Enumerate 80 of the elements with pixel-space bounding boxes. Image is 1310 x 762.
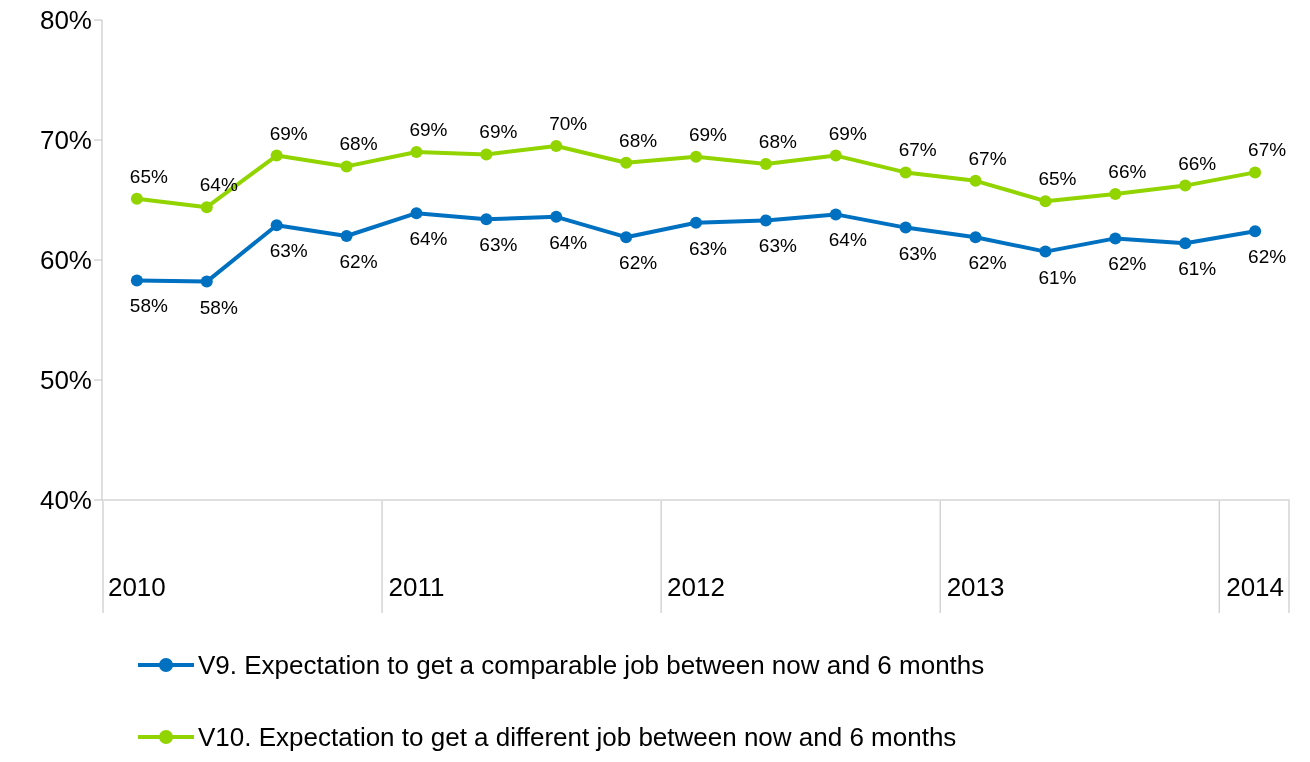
data-label: 69% xyxy=(479,121,518,143)
data-label: 58% xyxy=(129,295,168,317)
data-label: 63% xyxy=(269,240,308,262)
point xyxy=(620,156,633,169)
point xyxy=(899,221,912,234)
y-tick-label: 80% xyxy=(39,5,92,36)
point xyxy=(130,274,143,287)
point xyxy=(759,214,772,227)
data-label: 68% xyxy=(758,131,798,152)
data-label: 69% xyxy=(828,122,867,144)
y-tick-label: 60% xyxy=(39,245,92,276)
y-tick-label: 40% xyxy=(39,485,92,516)
data-label: 62% xyxy=(968,252,1007,274)
point xyxy=(969,231,982,244)
data-label: 67% xyxy=(898,139,937,161)
point xyxy=(1039,245,1052,258)
point xyxy=(270,149,283,162)
data-label: 69% xyxy=(409,119,448,140)
point xyxy=(550,140,563,152)
y-tick-label: 50% xyxy=(39,365,92,396)
point xyxy=(829,149,842,162)
data-label: 70% xyxy=(549,113,588,134)
x-tick-label: 2014 xyxy=(1226,572,1285,602)
point xyxy=(1179,237,1192,250)
data-label: 64% xyxy=(409,228,448,250)
data-label: 62% xyxy=(339,251,378,272)
data-label: 67% xyxy=(968,147,1007,169)
point xyxy=(690,216,702,229)
point xyxy=(1109,232,1122,245)
data-label: 63% xyxy=(688,237,728,259)
point xyxy=(1249,166,1262,179)
point xyxy=(200,275,213,288)
point xyxy=(270,219,283,232)
data-label: 61% xyxy=(1178,258,1217,280)
point xyxy=(480,213,493,226)
point xyxy=(620,231,633,244)
point xyxy=(200,201,213,214)
point xyxy=(969,174,982,187)
point xyxy=(340,160,353,173)
data-label: 69% xyxy=(688,123,728,145)
point xyxy=(829,208,842,221)
y-tick-label: 70% xyxy=(39,125,92,156)
data-label: 65% xyxy=(129,165,168,187)
point xyxy=(899,166,912,179)
data-label: 66% xyxy=(1178,152,1217,174)
data-label: 58% xyxy=(199,296,238,318)
data-label: 64% xyxy=(549,231,588,253)
data-label: 68% xyxy=(619,129,658,151)
point xyxy=(410,146,423,158)
data-label: 63% xyxy=(758,235,798,257)
data-label: 62% xyxy=(619,252,658,274)
legend-label: V9. Expectation to get a comparable job between now and 6 months xyxy=(198,649,985,681)
point xyxy=(410,207,423,220)
data-label: 63% xyxy=(898,242,937,264)
point xyxy=(1179,179,1192,192)
data-label: 62% xyxy=(1248,246,1287,268)
data-label: 67% xyxy=(1248,139,1287,161)
data-label: 68% xyxy=(339,133,378,155)
point xyxy=(130,192,143,205)
point xyxy=(1109,188,1122,200)
point xyxy=(480,148,493,161)
x-tick-label: 2011 xyxy=(388,572,445,602)
legend-label: V10. Expectation to get a different job between now and 6 months xyxy=(198,721,957,753)
data-label: 65% xyxy=(1038,168,1077,190)
data-label: 64% xyxy=(199,174,238,196)
point xyxy=(550,210,563,223)
x-tick-label: 2012 xyxy=(667,572,725,602)
point xyxy=(759,158,772,170)
data-label: 69% xyxy=(269,122,308,144)
point xyxy=(1039,195,1052,208)
data-label: 62% xyxy=(1108,253,1147,275)
x-tick-label: 2010 xyxy=(107,572,166,602)
data-label: 61% xyxy=(1038,266,1077,288)
point xyxy=(340,230,353,242)
data-label: 63% xyxy=(479,234,518,256)
point xyxy=(690,150,702,163)
point xyxy=(1249,225,1262,238)
data-label: 66% xyxy=(1108,161,1147,182)
x-tick-label: 2013 xyxy=(946,572,1005,602)
data-label: 64% xyxy=(828,229,867,251)
